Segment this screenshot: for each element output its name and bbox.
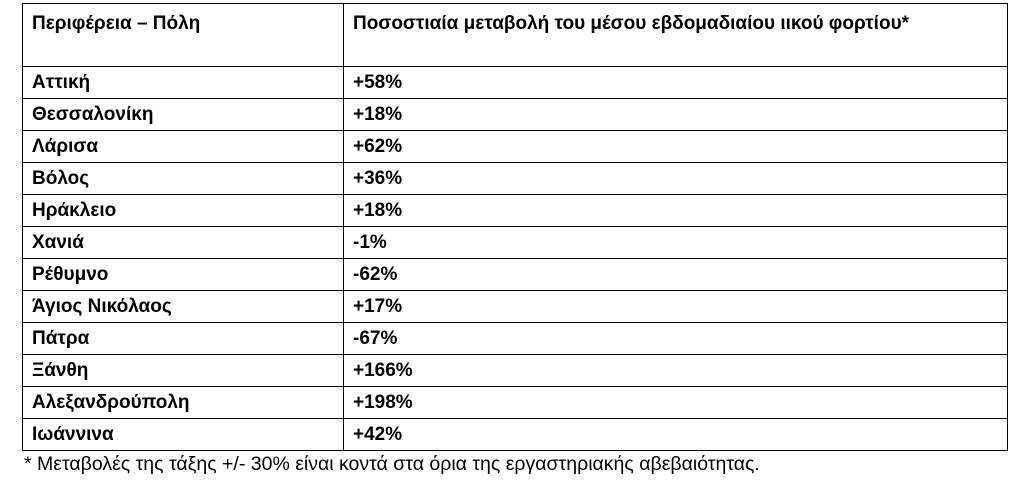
change-cell: +36% [343,162,1008,195]
change-cell: +62% [343,130,1008,163]
table-row: Λάρισα +62% [22,130,1008,163]
city-cell: Ηράκλειο [22,194,344,227]
change-cell: +58% [343,66,1008,99]
table-row: Αλεξανδρούπολη +198% [22,386,1008,419]
table-row: Χανιά -1% [22,226,1008,259]
header-row: Περιφέρεια – Πόλη Ποσοστιαία μεταβολή το… [22,3,1008,67]
table-body: Αττική +58% Θεσσαλονίκη +18% Λάρισα +62% Βόλος… [22,66,1008,451]
city-cell: Χανιά [22,226,344,259]
table-row: Αττική +58% [22,66,1008,99]
city-cell: Ρέθυμνο [22,258,344,291]
change-cell: -1% [343,226,1008,259]
city-cell: Ξάνθη [22,354,344,387]
header-cell: Ποσοστιαία μεταβολή του μέσου εβδομαδιαί… [343,3,1008,67]
city-cell: Αλεξανδρούπολη [22,386,344,419]
change-cell: +17% [343,290,1008,323]
table-row: Ιωάννινα +42% [22,418,1008,451]
change-cell: +166% [343,354,1008,387]
table-row: Άγιος Νικόλαος +17% [22,290,1008,323]
table-row: Βόλος +36% [22,162,1008,195]
data-table: Περιφέρεια – Πόλη Ποσοστιαία μεταβολή το… [22,3,1008,451]
change-cell: -62% [343,258,1008,291]
table-row: Θεσσαλονίκη +18% [22,98,1008,131]
city-cell: Θεσσαλονίκη [22,98,344,131]
header-cell: Περιφέρεια – Πόλη [22,3,344,67]
city-cell: Ιωάννινα [22,418,344,451]
change-cell: +18% [343,194,1008,227]
city-cell: Πάτρα [22,322,344,355]
footnote: * Μεταβολές της τάξης +/- 30% είναι κοντ… [24,453,760,475]
city-cell: Άγιος Νικόλαος [22,290,344,323]
table-row: Ξάνθη +166% [22,354,1008,387]
city-cell: Λάρισα [22,130,344,163]
table-row: Πάτρα -67% [22,322,1008,355]
city-cell: Βόλος [22,162,344,195]
table-row: Ηράκλειο +18% [22,194,1008,227]
city-cell: Αττική [22,66,344,99]
change-cell: -67% [343,322,1008,355]
change-cell: +198% [343,386,1008,419]
table-row: Ρέθυμνο -62% [22,258,1008,291]
change-cell: +42% [343,418,1008,451]
change-cell: +18% [343,98,1008,131]
